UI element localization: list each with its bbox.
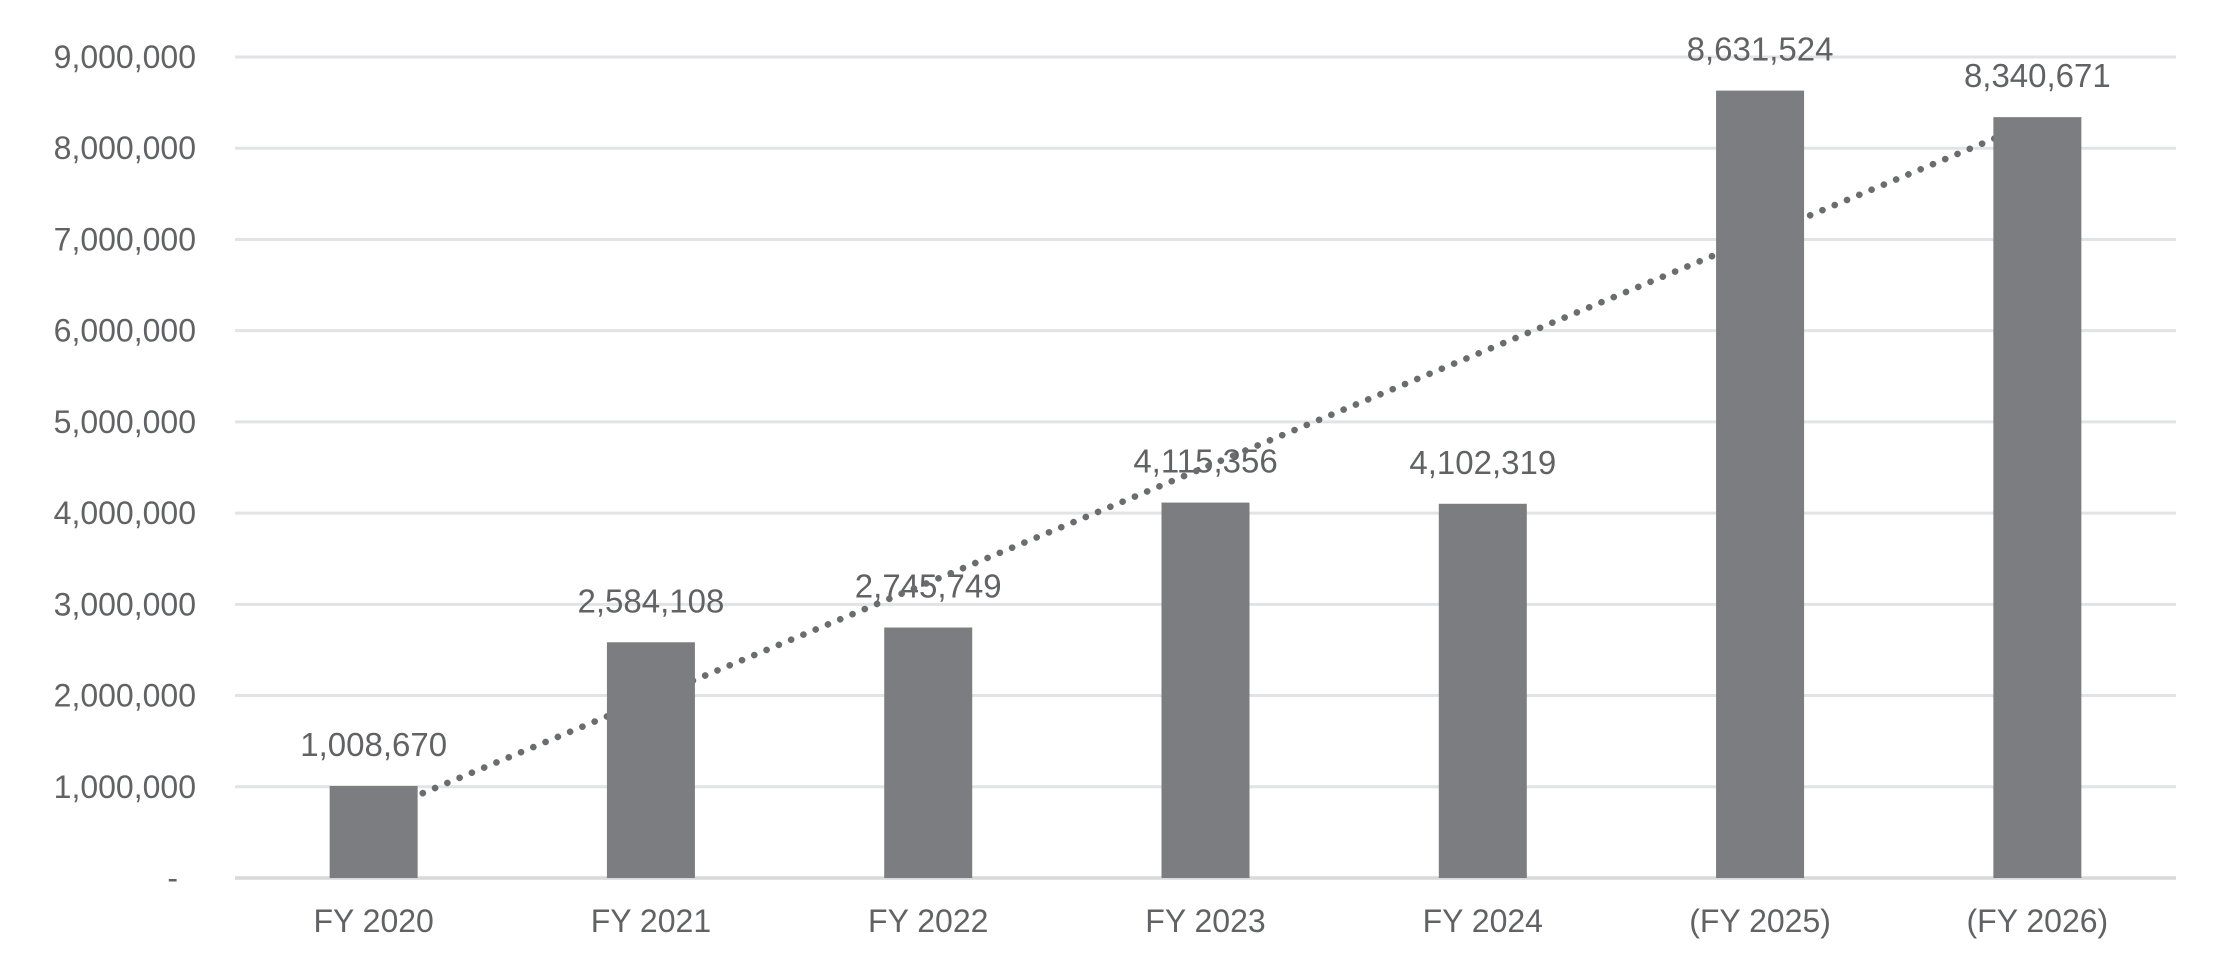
x-axis-label: (FY 2025) — [1689, 903, 1831, 939]
y-tick-label: 3,000,000 — [54, 586, 196, 622]
y-tick-label: 5,000,000 — [54, 404, 196, 440]
bar-fy-2025 — [1716, 90, 1805, 878]
y-tick-label: - — [167, 860, 178, 896]
bar-fy-2022 — [884, 627, 973, 878]
y-tick-label: 9,000,000 — [54, 39, 196, 75]
bar-fy-2024 — [1438, 503, 1527, 878]
data-label: 4,115,356 — [1133, 443, 1277, 480]
x-axis-label: (FY 2026) — [1967, 903, 2109, 939]
data-label: 2,584,108 — [578, 582, 725, 619]
y-tick-label: 2,000,000 — [54, 678, 196, 714]
x-axis-label: FY 2022 — [868, 903, 988, 939]
y-tick-label: 6,000,000 — [54, 313, 196, 349]
x-axis-label: FY 2021 — [591, 903, 711, 939]
data-label: 1,008,670 — [300, 726, 447, 763]
x-axis-label: FY 2023 — [1145, 903, 1265, 939]
bar-fy-2023 — [1161, 502, 1250, 878]
x-axis-label: FY 2020 — [313, 903, 433, 939]
data-label: 8,631,524 — [1687, 31, 1834, 68]
y-tick-label: 1,000,000 — [54, 769, 196, 805]
x-axis-label: FY 2024 — [1423, 903, 1543, 939]
bar-fy-2026 — [1993, 117, 2082, 879]
data-label: 4,102,319 — [1409, 444, 1556, 481]
data-label: 8,340,671 — [1964, 57, 2111, 94]
y-tick-label: 4,000,000 — [54, 495, 196, 531]
bar-fy-2020 — [329, 785, 418, 878]
y-tick-label: 8,000,000 — [54, 130, 196, 166]
y-tick-label: 7,000,000 — [54, 221, 196, 257]
bar-fy-2021 — [606, 642, 695, 878]
